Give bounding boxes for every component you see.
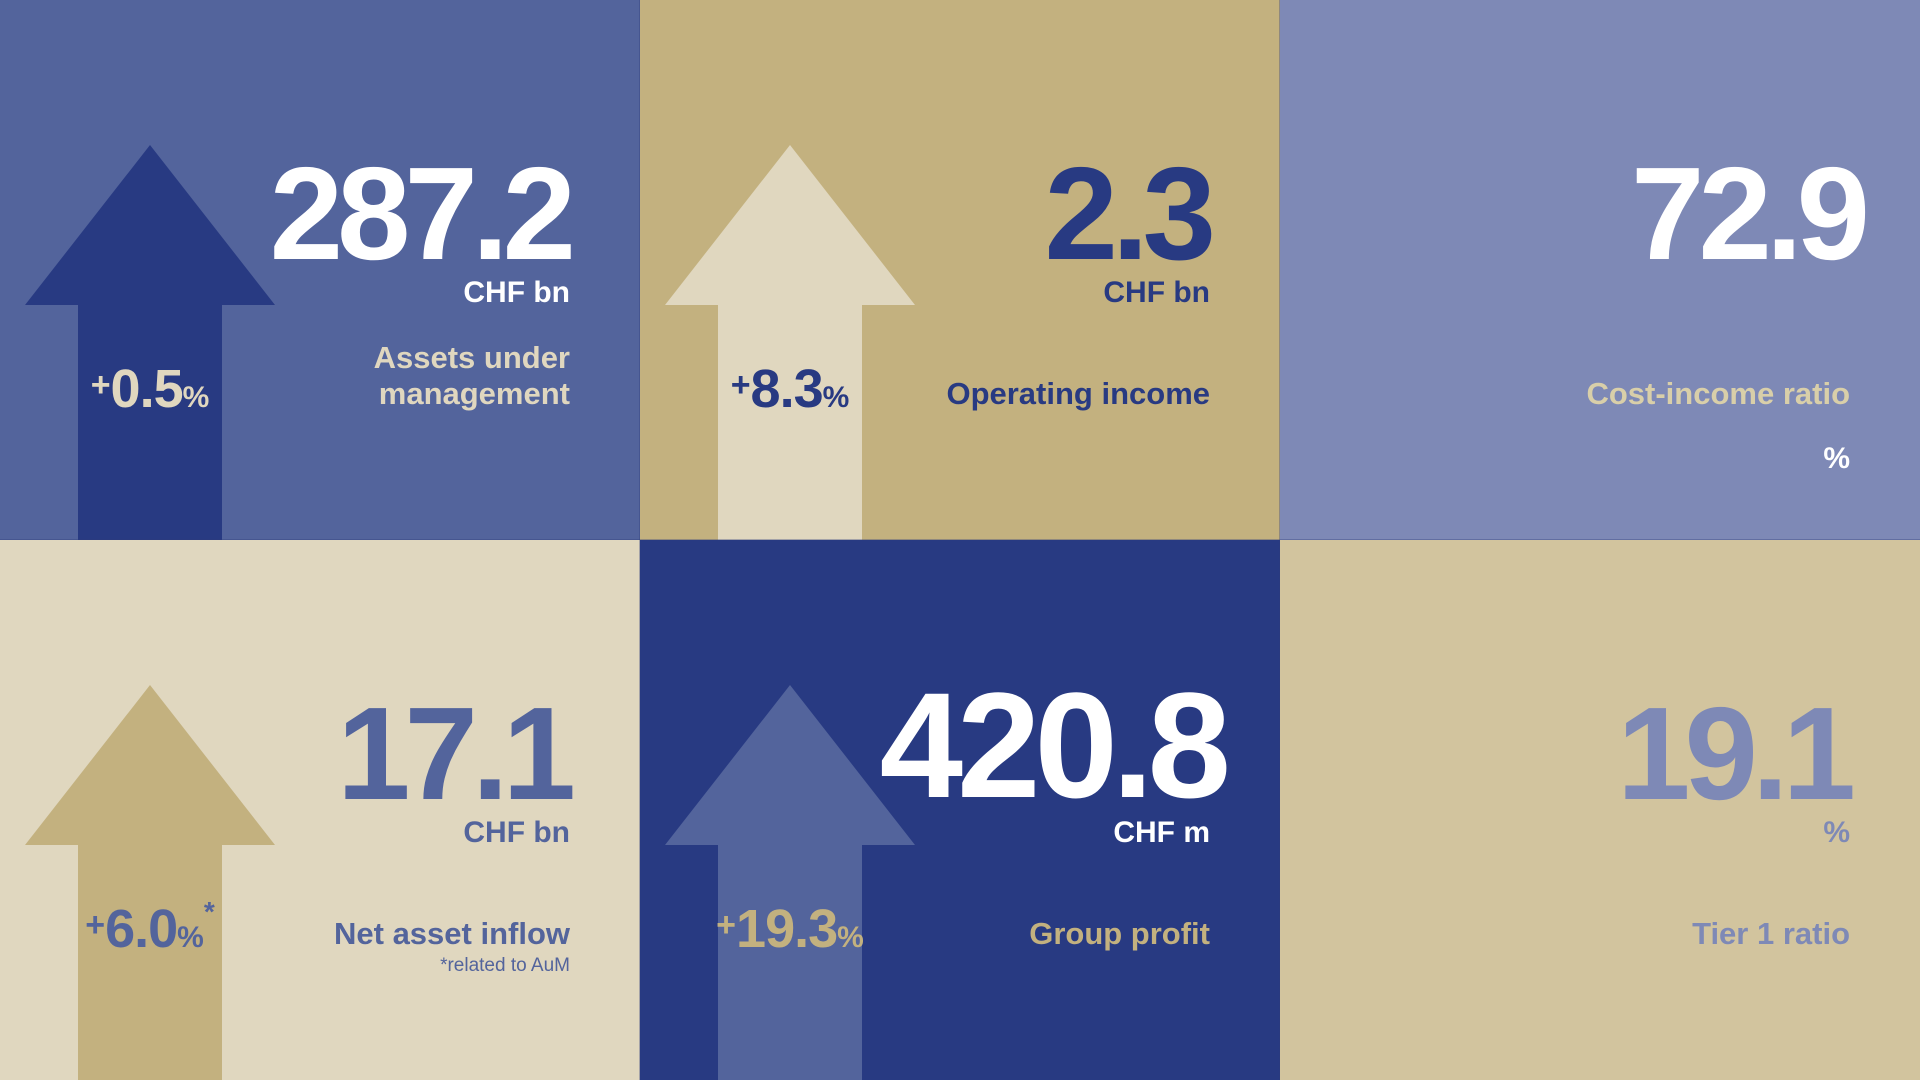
- kpi-unit: %: [1823, 816, 1850, 849]
- kpi-label: Net asset inflow: [334, 916, 570, 951]
- change-percentage: +8.3%: [730, 359, 850, 419]
- kpi-value: 420.8: [879, 661, 1231, 829]
- kpi-unit: CHF bn: [463, 276, 570, 309]
- kpi-label: Group profit: [1029, 916, 1210, 951]
- kpi-unit: CHF m: [1113, 816, 1210, 849]
- arrow-up-icon: [25, 145, 275, 540]
- tile-group-profit: +19.3% 420.8 CHF m Group profit: [640, 540, 1280, 1080]
- footnote: *related to AuM: [440, 955, 570, 976]
- kpi-label: Tier 1 ratio: [1692, 916, 1850, 951]
- change-percentage: +0.5%: [90, 359, 210, 419]
- tile-divider: [0, 539, 1920, 540]
- arrow-up-icon: [665, 145, 915, 540]
- change-percentage: +19.3%: [716, 899, 864, 959]
- kpi-label: Operating income: [946, 376, 1210, 411]
- kpi-value: 287.2: [269, 140, 576, 287]
- kpi-unit: %: [1823, 442, 1850, 475]
- arrow-up-icon: [665, 685, 915, 1080]
- tile-assets-under-management: +0.5% 287.2 CHF bn Assets under manageme…: [0, 0, 640, 540]
- tile-divider: [639, 0, 640, 1080]
- change-percentage: +6.0%*: [85, 896, 215, 959]
- kpi-value: 19.1: [1617, 680, 1856, 827]
- tile-divider: [1279, 0, 1280, 1080]
- kpi-value: 2.3: [1044, 140, 1216, 287]
- tile-cost-income-ratio: 72.9 Cost-income ratio %: [1280, 0, 1920, 540]
- kpi-value: 17.1: [337, 680, 576, 827]
- kpi-unit: CHF bn: [1103, 276, 1210, 309]
- kpi-label: Assets under management: [373, 340, 570, 411]
- tile-net-asset-inflow: +6.0%* 17.1 CHF bn Net asset inflow *rel…: [0, 540, 640, 1080]
- kpi-label: Cost-income ratio: [1586, 376, 1850, 411]
- kpi-value: 72.9: [1631, 140, 1870, 287]
- arrow-up-icon: [25, 685, 275, 1080]
- tile-tier-1-ratio: 19.1 % Tier 1 ratio: [1280, 540, 1920, 1080]
- tile-operating-income: +8.3% 2.3 CHF bn Operating income: [640, 0, 1280, 540]
- kpi-unit: CHF bn: [463, 816, 570, 849]
